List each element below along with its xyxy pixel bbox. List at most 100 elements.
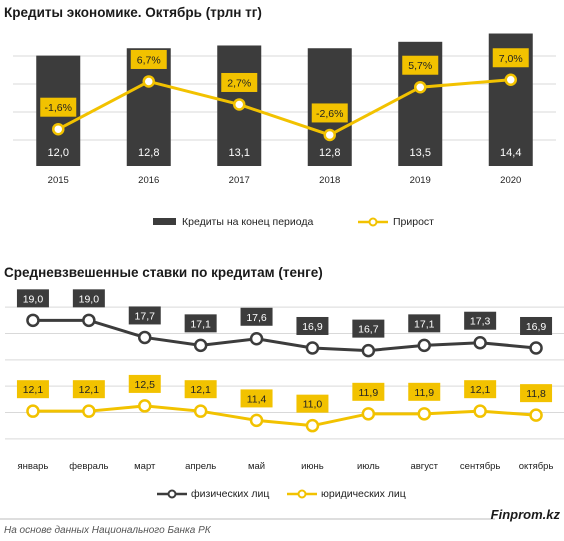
month-tick-8: сентябрь [460, 461, 500, 472]
growth-point-2020 [504, 73, 517, 86]
source-note: На основе данных Национального Банка РК [4, 525, 212, 536]
rate-point-legal-4 [249, 413, 264, 428]
rate-point-individuals-0 [26, 313, 40, 328]
credits-chart: Кредиты экономике. Октябрь (трлн тг) 12,0… [4, 5, 556, 228]
growth-line [57, 78, 511, 137]
rate-point-individuals-6 [361, 343, 376, 358]
rate-point-individuals-9 [529, 341, 543, 355]
rate-label-box-legal-5 [296, 394, 329, 413]
credits-bar-label-2017: 13,1 [229, 147, 250, 159]
credits-legend: Кредиты на конец периода Прирост [153, 216, 434, 228]
rate-label-box-legal-2 [128, 374, 161, 393]
legend-growth-label: Прирост [393, 216, 434, 228]
credits-bar-label-2020: 14,4 [500, 147, 521, 159]
month-tick-6: июль [357, 461, 380, 472]
rate-point-individuals-5 [305, 341, 320, 355]
rate-label-individuals-2: 17,7 [135, 310, 156, 322]
rate-label-box-individuals-8 [464, 311, 497, 330]
rate-label-individuals-5: 16,9 [302, 321, 323, 333]
legend-growth-marker [368, 217, 378, 227]
brand-logo: Finprom.kz [491, 507, 561, 522]
rate-point-legal-5 [305, 418, 320, 433]
legend-individuals-marker [167, 489, 177, 499]
legend-legal-label: юридических лиц [321, 488, 406, 500]
legend-legal-marker [297, 489, 307, 499]
growth-label-2020-box [492, 48, 529, 68]
rate-label-box-legal-6 [352, 382, 385, 401]
growth-point-2019 [414, 80, 427, 94]
month-tick-2: март [134, 461, 156, 472]
growth-label-2018-box [311, 103, 348, 123]
rates-legend: физических лиц юридических лиц [157, 488, 406, 500]
rate-label-box-individuals-6 [352, 319, 385, 338]
growth-label-2019: 5,7% [408, 60, 432, 72]
rate-label-box-legal-8 [464, 380, 497, 399]
rate-label-box-legal-4 [240, 389, 273, 408]
footer: На основе данных Национального Банка РК F… [0, 507, 560, 536]
growth-label-2020: 7,0% [499, 53, 523, 65]
month-tick-4: май [248, 461, 265, 472]
credits-bar-label-2018: 12,8 [319, 147, 340, 159]
rate-label-box-individuals-1 [72, 289, 105, 308]
legend-bar-swatch [153, 218, 176, 225]
rate-label-box-legal-9 [520, 384, 553, 403]
credits-year-tick-2020: 2020 [500, 175, 521, 186]
growth-label-2018: -2,6% [316, 108, 343, 120]
growth-point-2017 [233, 98, 246, 111]
credits-year-tick-2017: 2017 [229, 175, 250, 186]
growth-label-2015: -1,6% [45, 102, 72, 114]
rate-label-legal-4: 11,4 [247, 393, 267, 405]
rate-label-box-individuals-5 [296, 316, 329, 335]
rate-label-box-individuals-7 [408, 314, 441, 333]
rate-label-legal-7: 11,9 [414, 387, 434, 399]
rate-point-legal-3 [193, 404, 208, 418]
month-tick-3: апрель [185, 461, 216, 472]
rate-label-box-legal-3 [184, 380, 217, 399]
rate-label-box-individuals-9 [520, 316, 553, 335]
credits-year-tick-2018: 2018 [319, 175, 340, 186]
rate-label-box-legal-7 [408, 382, 441, 401]
rate-label-box-individuals-4 [240, 307, 273, 326]
month-tick-0: январь [18, 461, 49, 472]
rate-point-individuals-2 [138, 330, 152, 345]
growth-label-2016: 6,7% [137, 54, 161, 66]
rate-label-legal-2: 12,5 [135, 379, 156, 391]
legend-individuals-label: физических лиц [191, 488, 269, 500]
growth-label-2017-box [221, 72, 258, 92]
credits-chart-title: Кредиты экономике. Октябрь (трлн тг) [4, 5, 262, 20]
rate-label-legal-9: 11,8 [526, 388, 546, 400]
rate-point-individuals-3 [193, 338, 208, 353]
credits-year-tick-2015: 2015 [48, 175, 69, 186]
rate-label-box-individuals-2 [128, 306, 161, 325]
month-tick-9: октябрь [519, 461, 554, 472]
month-tick-1: февраль [69, 461, 108, 472]
rate-label-legal-3: 12,1 [190, 384, 211, 396]
credits-bar-label-2015: 12,0 [48, 147, 69, 159]
growth-point-2015 [52, 122, 65, 136]
credits-bar-label-2019: 13,5 [410, 147, 431, 159]
growth-label-2015-box [40, 97, 77, 117]
rate-point-individuals-7 [417, 338, 431, 353]
rate-point-legal-7 [417, 407, 431, 421]
rates-chart: Средневзвешенные ставки по кредитам (тен… [4, 265, 564, 500]
credits-bar-label-2016: 12,8 [138, 147, 159, 159]
rate-label-box-legal-0 [16, 380, 49, 399]
rate-point-legal-8 [473, 404, 487, 418]
rate-point-individuals-8 [473, 335, 487, 350]
legend-bar-label: Кредиты на конец периода [182, 216, 313, 228]
rate-label-legal-8: 12,1 [470, 384, 491, 396]
rate-label-individuals-4: 17,6 [246, 312, 267, 324]
month-tick-7: август [410, 461, 438, 472]
rate-label-individuals-1: 19,0 [79, 293, 100, 305]
growth-label-2016-box [130, 49, 167, 69]
rate-label-individuals-3: 17,1 [190, 318, 211, 330]
growth-label-2019-box [402, 55, 439, 75]
rate-label-individuals-7: 17,1 [414, 318, 435, 330]
rate-point-legal-6 [361, 407, 376, 421]
rate-label-box-legal-1 [72, 380, 105, 399]
rate-point-legal-0 [26, 404, 40, 418]
credits-year-tick-2016: 2016 [138, 175, 159, 186]
rate-label-legal-1: 12,1 [79, 384, 100, 396]
rate-point-individuals-1 [82, 313, 96, 328]
